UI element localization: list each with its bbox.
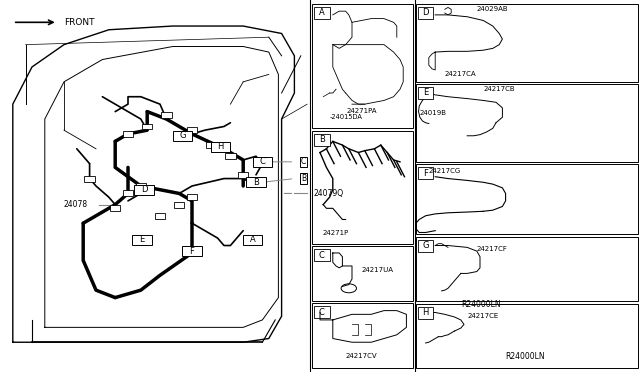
Bar [187,194,197,200]
Bar [312,303,413,368]
Bar [416,84,638,162]
Bar [314,7,330,19]
Text: F: F [189,247,195,256]
Text: 24217CF: 24217CF [477,246,508,252]
Text: B: B [319,135,325,144]
Text: A: A [319,8,324,17]
Bar [312,131,413,244]
Text: A: A [250,235,255,244]
Text: R24000LN: R24000LN [505,352,545,361]
Text: D: D [422,8,429,17]
Text: 24029AB: 24029AB [477,6,508,12]
Bar [418,240,433,252]
Bar [84,176,95,182]
Text: G: G [179,131,186,140]
Text: 24217CE: 24217CE [467,313,499,319]
Bar [225,153,236,159]
Text: C: C [259,157,266,166]
Bar [246,177,266,187]
Bar [173,131,192,141]
Bar [416,304,638,368]
Bar [314,134,330,146]
Text: C: C [301,157,306,166]
Text: 24217CV: 24217CV [346,353,378,359]
Bar [418,307,433,319]
Bar [418,167,433,179]
Bar [110,205,120,211]
Text: F: F [423,169,428,178]
Text: R24000LN: R24000LN [461,300,500,309]
Bar [418,87,433,99]
Bar [123,190,133,196]
Bar [161,112,172,118]
Bar [123,131,133,137]
Bar [134,185,154,195]
Text: 24078: 24078 [64,200,88,209]
Bar [136,183,146,189]
Bar [253,157,272,167]
Bar [312,246,413,301]
Bar [418,7,433,19]
Bar [416,164,638,234]
Text: 24217UA: 24217UA [362,267,394,273]
Bar [312,4,413,128]
Text: G: G [422,241,429,250]
Text: 24271PA: 24271PA [346,108,377,114]
Text: B: B [301,174,306,183]
Bar [314,306,330,318]
Text: 24019B: 24019B [419,110,446,116]
Bar [187,127,197,133]
Bar [182,246,202,256]
Text: 24217CB: 24217CB [483,86,515,92]
Bar [142,124,152,129]
Text: 24079Q: 24079Q [314,189,344,198]
Bar [314,249,330,261]
Text: 24271P: 24271P [323,230,349,236]
Bar [155,213,165,219]
Bar [206,142,216,148]
Bar [174,202,184,208]
Text: C: C [319,308,325,317]
Text: D: D [141,185,147,194]
Bar [416,4,638,82]
Text: 24217CG: 24217CG [429,168,461,174]
Bar [243,235,262,245]
Text: H: H [218,142,224,151]
Text: E: E [140,235,145,244]
Text: C: C [319,251,325,260]
Bar [132,235,152,245]
Text: 24217CA: 24217CA [445,71,477,77]
Bar [416,237,638,301]
Bar [238,172,248,178]
Text: E: E [423,88,428,97]
Text: -24015DA: -24015DA [330,114,362,120]
Text: FRONT: FRONT [64,18,95,27]
Bar [211,142,230,152]
Text: B: B [253,178,259,187]
Text: H: H [422,308,429,317]
